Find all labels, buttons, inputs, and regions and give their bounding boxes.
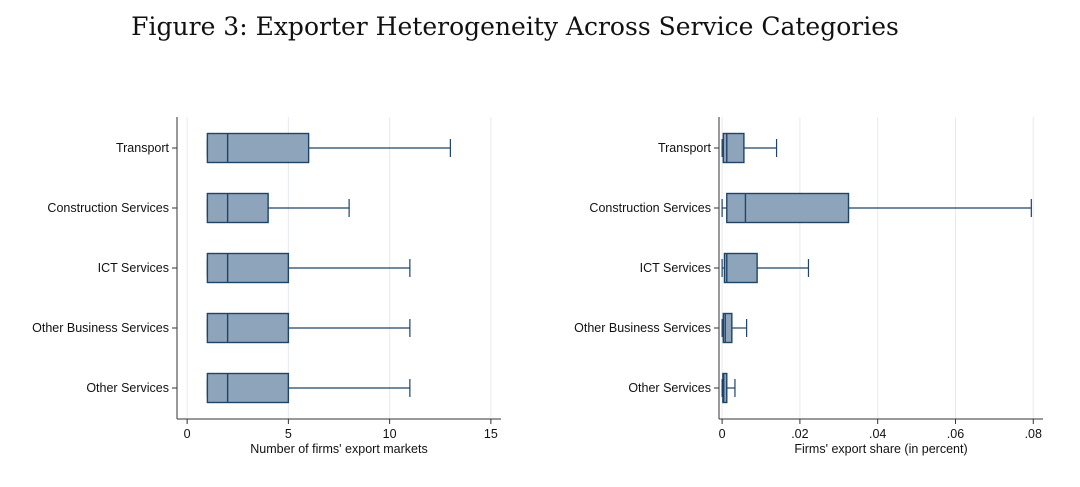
category-label-construction-services: Construction Services bbox=[589, 201, 711, 215]
x-tick-label-04: .04 bbox=[869, 427, 886, 441]
x-tick-label-15: 15 bbox=[484, 427, 498, 441]
panel-export-markets: 0 5 10 15 Number of firms' export markets Tra… bbox=[32, 117, 501, 456]
box-ict-services bbox=[206, 252, 290, 284]
x-tick-label-10: 10 bbox=[383, 427, 397, 441]
box-other-business-services bbox=[722, 312, 733, 344]
x-tick-label-06: .06 bbox=[947, 427, 964, 441]
box-construction-services bbox=[726, 192, 850, 224]
panel-export-share: 0 .02 .04 .06 .08 Firms' export share (in per… bbox=[574, 117, 1043, 456]
x-tick-label-0: 0 bbox=[719, 427, 726, 441]
category-label-other-services: Other Services bbox=[86, 381, 169, 395]
category-label-other-services: Other Services bbox=[628, 381, 711, 395]
category-label-transport: Transport bbox=[116, 141, 170, 155]
category-label-other-business-services: Other Business Services bbox=[32, 321, 169, 335]
x-axis-title: Number of firms' export markets bbox=[250, 442, 427, 456]
box-other-business-services bbox=[206, 312, 290, 344]
x-tick-label-08: .08 bbox=[1025, 427, 1042, 441]
box-construction-services bbox=[206, 192, 269, 224]
x-tick-label-5: 5 bbox=[285, 427, 292, 441]
x-tick-label-02: .02 bbox=[791, 427, 808, 441]
box-transport bbox=[722, 132, 745, 164]
box-ict-services bbox=[723, 252, 758, 284]
box-other-services bbox=[206, 372, 290, 404]
category-label-transport: Transport bbox=[658, 141, 712, 155]
box-transport bbox=[206, 132, 310, 164]
box-other-services bbox=[722, 372, 728, 404]
figure-title: Figure 3: Exporter Heterogeneity Across … bbox=[131, 12, 899, 41]
category-label-ict-services: ICT Services bbox=[98, 261, 169, 275]
category-label-other-business-services: Other Business Services bbox=[574, 321, 711, 335]
category-label-construction-services: Construction Services bbox=[47, 201, 169, 215]
x-axis-title: Firms' export share (in percent) bbox=[794, 442, 967, 456]
x-tick-label-0: 0 bbox=[184, 427, 191, 441]
category-label-ict-services: ICT Services bbox=[640, 261, 711, 275]
